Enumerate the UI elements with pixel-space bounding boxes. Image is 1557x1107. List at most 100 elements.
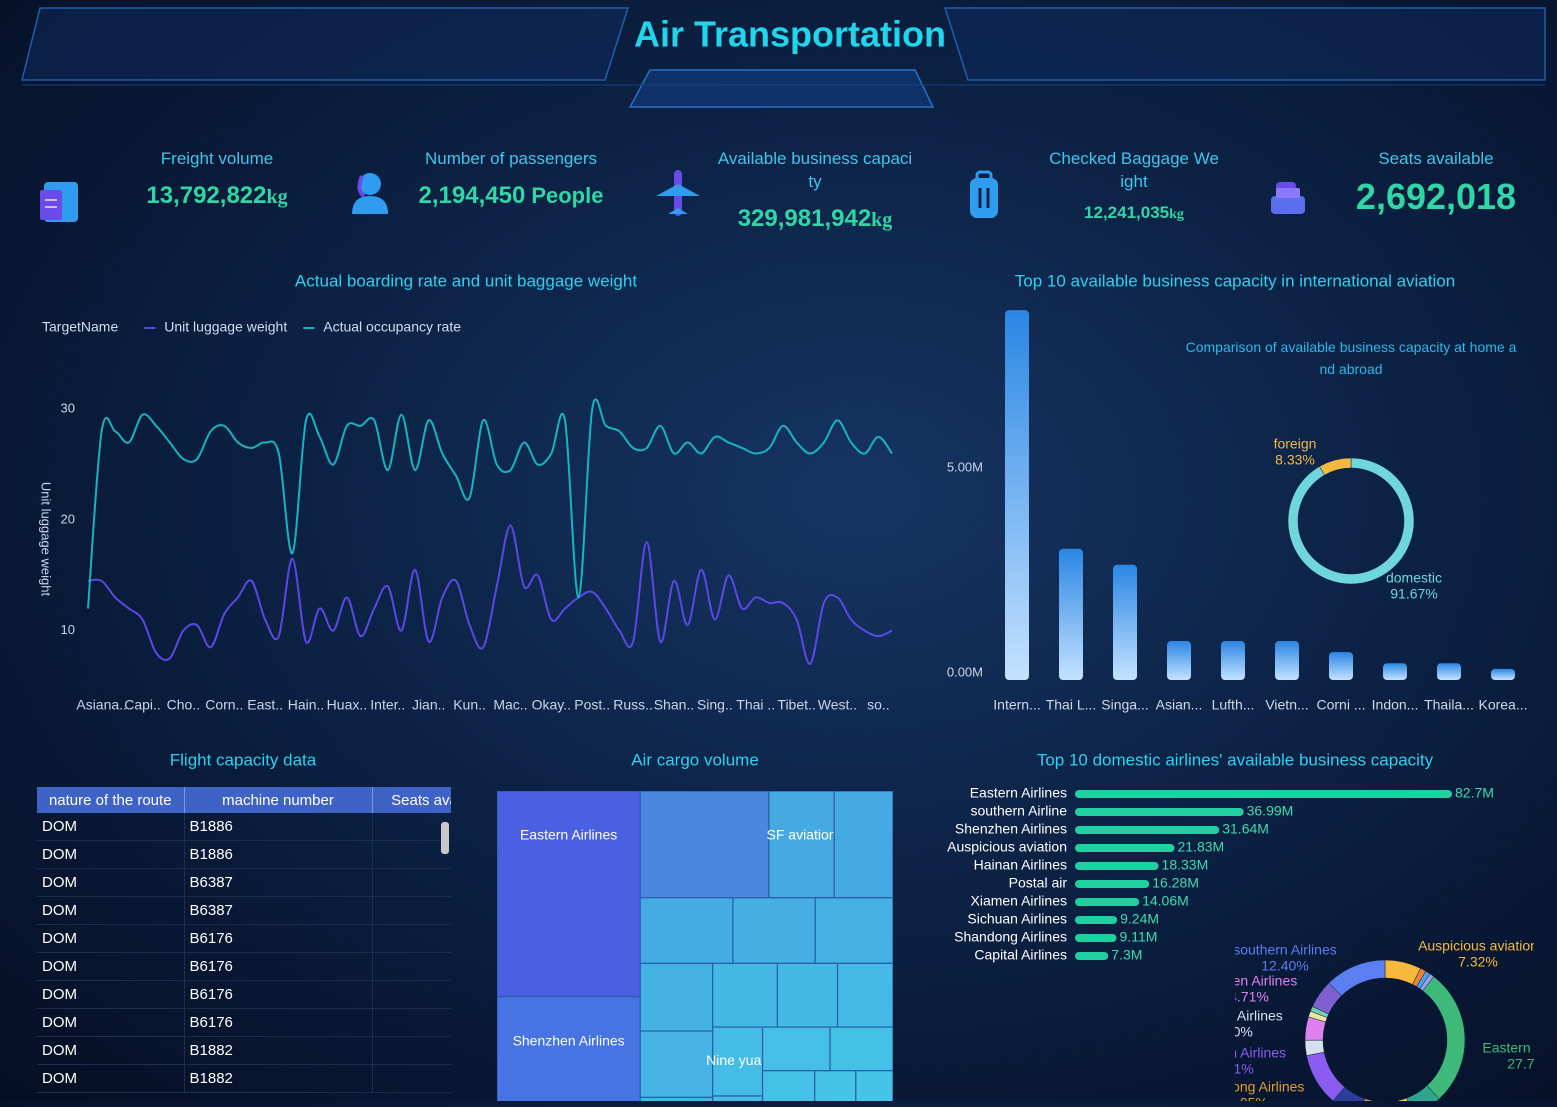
table-body: DOM B1886 DOM B1886 DOM B6387 DOM B6387 DOM B6176… (37, 813, 451, 1093)
bar (1075, 790, 1452, 798)
table-cell (372, 840, 451, 869)
treemap-cell (497, 995, 641, 1101)
x-tick-label: Vietn... (1265, 697, 1308, 713)
x-tick-label: Russ.. (613, 697, 653, 713)
bar (1329, 652, 1353, 680)
treemap-cell (776, 962, 839, 1028)
treemap-cell (639, 791, 770, 899)
treemap-cell (768, 791, 835, 899)
chart-title: Actual boarding rate and unit baggage we… (295, 271, 637, 290)
pie-value-label: 27.73% (1507, 1056, 1554, 1072)
treemap-cell (639, 1096, 714, 1101)
header-center-panel (628, 69, 935, 108)
table-cell: DOM (37, 1008, 185, 1037)
pie-label: southern Airlines (1233, 942, 1337, 958)
kpi-card: Checked Baggage Weight 12,241,035kg (1049, 147, 1219, 223)
bar (1075, 808, 1244, 816)
x-tick-label: Hain.. (288, 697, 325, 713)
kpi-value: 12,241,035kg (1049, 203, 1219, 223)
y-tick-label: Shenzhen Airlines (955, 821, 1067, 837)
x-tick-label: Kun.. (453, 697, 486, 713)
x-tick-label: Inter.. (370, 697, 405, 713)
x-tick-label: Thai L... (1046, 697, 1097, 713)
table-cell: B6176 (184, 924, 373, 953)
x-tick-label: Thaila... (1424, 697, 1474, 713)
x-tick-label: Okay.. (532, 697, 571, 713)
table-cell: DOM (37, 840, 185, 869)
y-tick-label: Eastern Airlines (970, 785, 1067, 801)
bar (1075, 916, 1118, 924)
kpi-value: 329,981,942kg (716, 205, 914, 233)
kpi-card: Number of passengers 2,194,450 People (411, 147, 611, 210)
x-tick-label: Jian.. (412, 697, 445, 713)
treemap-group: Eastern Airlines Shenzhen Airlines SF avia… (497, 791, 893, 1101)
bar (1075, 844, 1175, 852)
table-cell (372, 1036, 451, 1065)
pie-value-label: 91.67% (1390, 586, 1437, 602)
x-tick-label: Asian... (1156, 697, 1203, 713)
value-label: 36.99M (1247, 803, 1294, 819)
kpi-number: 12,241,035 (1084, 203, 1170, 222)
bar (1075, 880, 1150, 888)
pie-slice (1328, 959, 1386, 997)
pie-value-label: 10.61% (1206, 1061, 1253, 1077)
bar (1491, 668, 1515, 680)
kpi-unit: People (531, 183, 604, 208)
pie-label: foreign (1274, 436, 1317, 452)
bar (1075, 934, 1117, 942)
treemap-cell (829, 1026, 893, 1072)
line-series (87, 524, 893, 665)
column-header: nature of the route (37, 787, 185, 813)
x-tick-label: Korea... (1478, 697, 1527, 713)
y-tick-label: Capital Airlines (974, 947, 1067, 963)
treemap-cell (712, 962, 779, 1028)
header-right-panel (943, 7, 1546, 81)
x-tick-label: Intern... (993, 697, 1040, 713)
table-cell (372, 924, 451, 953)
value-label: 21.83M (1178, 839, 1225, 855)
treemap-cell (761, 1026, 831, 1072)
y-tick-label: Shandong Airlines (954, 929, 1067, 945)
y-tick-label: 30 (61, 401, 75, 416)
pie-value-label: 8.33% (1275, 452, 1315, 468)
table-row: DOM B1882 (37, 1036, 451, 1065)
kpi-label: Available business capacity (717, 149, 913, 191)
value-label: 7.3M (1111, 947, 1142, 963)
table-cell: DOM (37, 1036, 185, 1065)
scrollbar[interactable] (441, 822, 449, 854)
chart-title: Top 10 available business capacity in in… (1015, 271, 1455, 290)
pie-slice (1422, 976, 1466, 1100)
x-tick-label: Corn.. (205, 697, 243, 713)
kpi-value: 2,692,018 (1336, 176, 1536, 218)
column-header: Seats available (372, 787, 451, 813)
kpi-card: Available business capacity 329,981,942k… (716, 147, 914, 233)
table-cell: DOM (37, 896, 185, 925)
pie-label: Auspicious aviation (1418, 938, 1538, 954)
table-row: DOM B1886 (37, 813, 451, 841)
x-tick-label: Shan.. (654, 697, 694, 713)
kpi-card: Freight volume 13,792,822kg (117, 147, 317, 210)
x-tick-label: Capi.. (124, 697, 161, 713)
bar (1075, 862, 1159, 870)
value-label: 9.11M (1120, 929, 1158, 945)
bar (1113, 564, 1137, 680)
kpi-unit: kg (1169, 207, 1184, 222)
kpi-number: 13,792,822 (146, 182, 267, 209)
kpi-label: Freight volume (160, 149, 274, 168)
icon-freight (40, 182, 78, 222)
table-cell: B6387 (184, 868, 373, 897)
table-cell: B6176 (184, 980, 373, 1009)
pie-value-label: 3.10% (1213, 1024, 1253, 1040)
kpi-unit: kg (871, 209, 893, 231)
pie-label: Xiamen Airlines (1201, 973, 1298, 989)
table-row: DOM B6176 (37, 1008, 451, 1037)
x-tick-label: Asiana.. (76, 697, 127, 713)
bar (1075, 952, 1109, 960)
line-series (87, 398, 893, 609)
y-tick-label: Sichuan Airlines (967, 911, 1067, 927)
treemap-label: Shenzhen Airlines (513, 1032, 625, 1048)
page-title: Air Transportation (634, 14, 946, 55)
table-row: DOM B6176 (37, 924, 451, 953)
